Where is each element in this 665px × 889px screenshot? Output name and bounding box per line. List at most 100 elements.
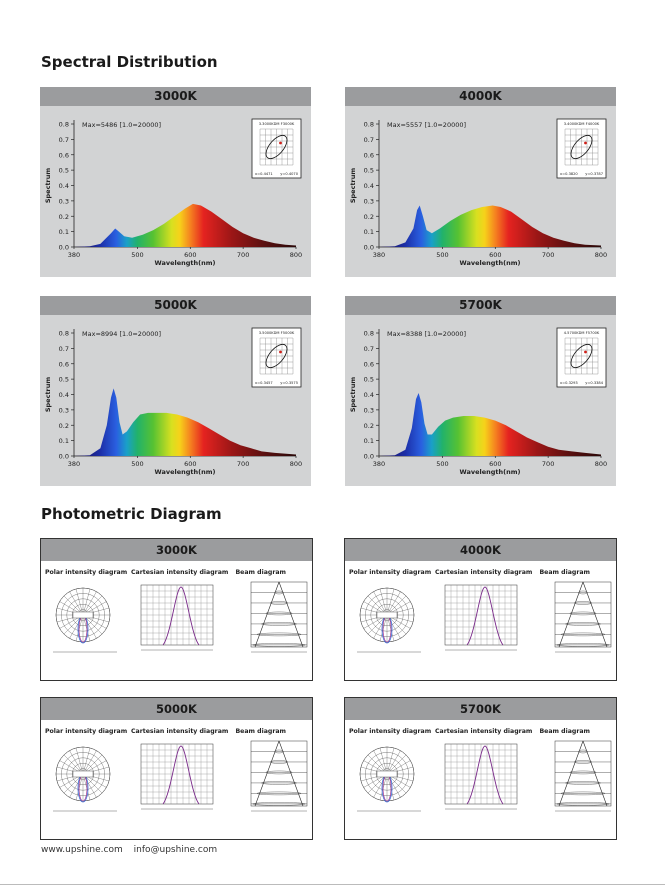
y-tick-label: 0.7	[59, 136, 69, 144]
beam-spot	[578, 749, 588, 754]
x-tick-label: 600	[184, 251, 196, 259]
polar-center-box	[72, 770, 94, 778]
beam-spot	[252, 643, 306, 647]
y-tick-label: 0.1	[364, 437, 374, 445]
y-axis-label: Spectrum	[349, 377, 357, 413]
y-tick-label: 0.6	[59, 360, 69, 368]
beam-edge	[582, 581, 608, 648]
photometric-panel-5700k: 5700K Polar intensity diagram Cartesian i…	[344, 697, 617, 840]
beam-spot	[578, 590, 588, 595]
y-tick-label: 0.7	[364, 136, 374, 144]
x-tick-label: 800	[290, 251, 302, 259]
x-tick-label: 600	[489, 460, 501, 468]
spectral-panel-title: 4000K	[345, 87, 616, 106]
y-tick-label: 0.2	[364, 422, 374, 430]
cartesian-curve	[466, 745, 504, 805]
beam-frame	[554, 581, 612, 648]
x-tick-label: 800	[290, 460, 302, 468]
spectral-panel-title: 5700K	[345, 296, 616, 315]
beam-spot	[556, 643, 610, 647]
cartesian-curve	[162, 586, 200, 646]
y-tick-label: 0.7	[59, 345, 69, 353]
beam-spot	[269, 601, 289, 605]
inset-y-label: y=0.4070	[280, 172, 298, 176]
beam-spot	[274, 749, 284, 754]
spectral-panel-5000k: 5000K 0.8 0.7 0.6 0.5 0.4 0.3 0.2 0.1 0.0 380 500 6…	[40, 296, 311, 486]
y-tick-label: 0.1	[364, 228, 374, 236]
chromaticity-point	[584, 141, 587, 145]
max-value-label: Max=8994 [1.0=20000]	[82, 330, 161, 338]
inset-x-label: x=0.3820	[560, 172, 578, 176]
macadam-ellipse	[265, 134, 288, 160]
beam-diagram-title: Beam diagram	[235, 728, 286, 735]
beam-spot	[565, 781, 601, 785]
y-tick-label: 0.2	[59, 422, 69, 430]
spectrum-area	[74, 388, 296, 456]
cartesian-diagram-title: Cartesian intensity diagram	[435, 728, 532, 735]
photometric-panel-3000k: 3000K Polar intensity diagram Cartesian i…	[40, 538, 313, 681]
y-tick-label: 0.4	[364, 182, 374, 190]
inset-y-label: y=0.3384	[585, 381, 603, 385]
y-tick-label: 0.8	[59, 330, 69, 338]
cartesian-curve	[162, 745, 200, 805]
beam-frame	[250, 740, 308, 807]
photometric-diagrams: Polar intensity diagram Cartesian intensi…	[45, 728, 308, 812]
chromaticity-point	[584, 350, 587, 354]
y-tick-label: 0.6	[364, 360, 374, 368]
beam-frame	[554, 740, 612, 807]
inset-title: 3.3000KDM F3000K	[259, 122, 295, 126]
photometric-diagrams: Polar intensity diagram Cartesian intensi…	[45, 569, 308, 653]
beam-diagram-title: Beam diagram	[539, 569, 590, 576]
chromaticity-point	[279, 350, 282, 354]
y-tick-label: 0.1	[59, 437, 69, 445]
x-tick-label: 500	[436, 460, 448, 468]
beam-spot	[560, 791, 606, 796]
cartesian-diagram-title: Cartesian intensity diagram	[131, 569, 228, 576]
spectrum-area	[74, 203, 296, 247]
y-tick-label: 0.0	[59, 453, 69, 461]
x-tick-label: 500	[436, 251, 448, 259]
y-tick-label: 0.1	[59, 228, 69, 236]
beam-spot	[573, 601, 593, 605]
footer-website-link[interactable]: www.upshine.com	[41, 845, 123, 855]
y-tick-label: 0.5	[59, 376, 69, 384]
y-tick-label: 0.5	[59, 167, 69, 175]
y-tick-label: 0.8	[364, 121, 374, 129]
cartesian-diagram-title: Cartesian intensity diagram	[131, 728, 228, 735]
y-axis-label: Spectrum	[44, 377, 52, 413]
y-tick-label: 0.8	[364, 330, 374, 338]
photometric-diagrams: Polar intensity diagram Cartesian intensi…	[349, 728, 612, 812]
x-tick-label: 380	[68, 251, 80, 259]
y-tick-label: 0.5	[364, 167, 374, 175]
x-tick-label: 700	[542, 460, 554, 468]
cartesian-curve	[466, 586, 504, 646]
beam-spot	[252, 802, 306, 806]
y-tick-label: 0.5	[364, 376, 374, 384]
spectral-panel-5700k: 5700K 0.8 0.7 0.6 0.5 0.4 0.3 0.2 0.1 0.0 380 500 6…	[345, 296, 616, 486]
inset-y-label: y=0.3787	[585, 172, 603, 176]
footer: www.upshine.com info@upshine.com	[41, 845, 225, 855]
spectral-section-title: Spectral Distribution	[41, 53, 218, 71]
beam-spot	[569, 770, 597, 775]
y-tick-label: 0.0	[364, 453, 374, 461]
beam-spot	[261, 781, 297, 785]
y-tick-label: 0.0	[364, 244, 374, 252]
beam-edge	[254, 740, 280, 807]
footer-email-link[interactable]: info@upshine.com	[133, 845, 218, 855]
photometric-panel-title: 4000K	[345, 539, 616, 561]
y-tick-label: 0.3	[59, 406, 69, 414]
cartesian-diagram-title: Cartesian intensity diagram	[435, 569, 532, 576]
y-tick-label: 0.6	[364, 151, 374, 159]
beam-spot	[560, 632, 606, 637]
x-tick-label: 380	[373, 460, 385, 468]
x-tick-label: 600	[184, 460, 196, 468]
photometric-diagrams: Polar intensity diagram Cartesian intensi…	[349, 569, 612, 653]
beam-spot	[256, 632, 302, 637]
inset-y-label: y=0.3575	[280, 381, 298, 385]
max-value-label: Max=5557 [1.0=20000]	[387, 121, 466, 129]
polar-center-box	[376, 770, 398, 778]
y-tick-label: 0.8	[59, 121, 69, 129]
